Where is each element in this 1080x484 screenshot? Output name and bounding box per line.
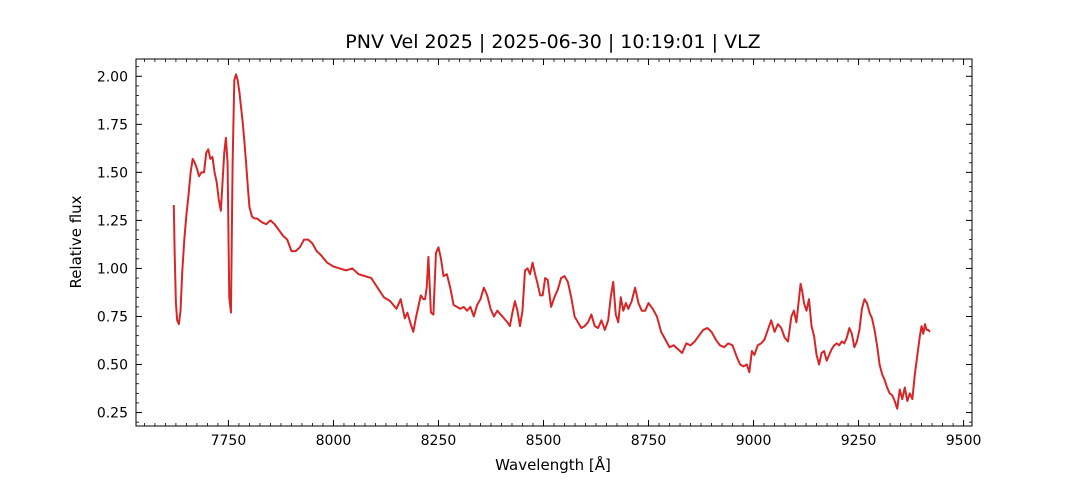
x-tick-label: 9500 bbox=[946, 433, 982, 449]
y-tick-label: 1.00 bbox=[97, 261, 128, 277]
y-tick-label: 1.75 bbox=[97, 117, 128, 133]
spectrum-line bbox=[172, 73, 931, 410]
y-tick-label: 0.75 bbox=[97, 309, 128, 325]
y-tick-label: 0.25 bbox=[97, 406, 128, 422]
x-tick-label: 8500 bbox=[526, 433, 562, 449]
x-tick-label: 7750 bbox=[211, 433, 247, 449]
chart-title: PNV Vel 2025 | 2025-06-30 | 10:19:01 | V… bbox=[345, 31, 760, 53]
y-tick-label: 2.00 bbox=[97, 69, 128, 85]
y-tick-label: 1.25 bbox=[97, 213, 128, 229]
x-tick-label: 8000 bbox=[316, 433, 352, 449]
y-axis-label: Relative flux bbox=[67, 195, 85, 288]
y-tick-label: 0.50 bbox=[97, 358, 128, 374]
y-axis-ticks: 0.25 0.50 0.75 1.00 1.25 1.50 1.75 2.00 bbox=[97, 66, 972, 423]
plot-frame bbox=[135, 58, 973, 427]
x-tick-label: 9000 bbox=[736, 433, 772, 449]
x-axis-label: Wavelength [Å] bbox=[495, 455, 611, 474]
y-tick-label: 1.50 bbox=[97, 165, 128, 181]
x-tick-label: 8250 bbox=[421, 433, 457, 449]
x-tick-label: 8750 bbox=[631, 433, 667, 449]
x-axis-ticks: 7750 8000 8250 8500 8750 9000 9250 9500 bbox=[144, 59, 981, 449]
x-tick-label: 9250 bbox=[841, 433, 877, 449]
